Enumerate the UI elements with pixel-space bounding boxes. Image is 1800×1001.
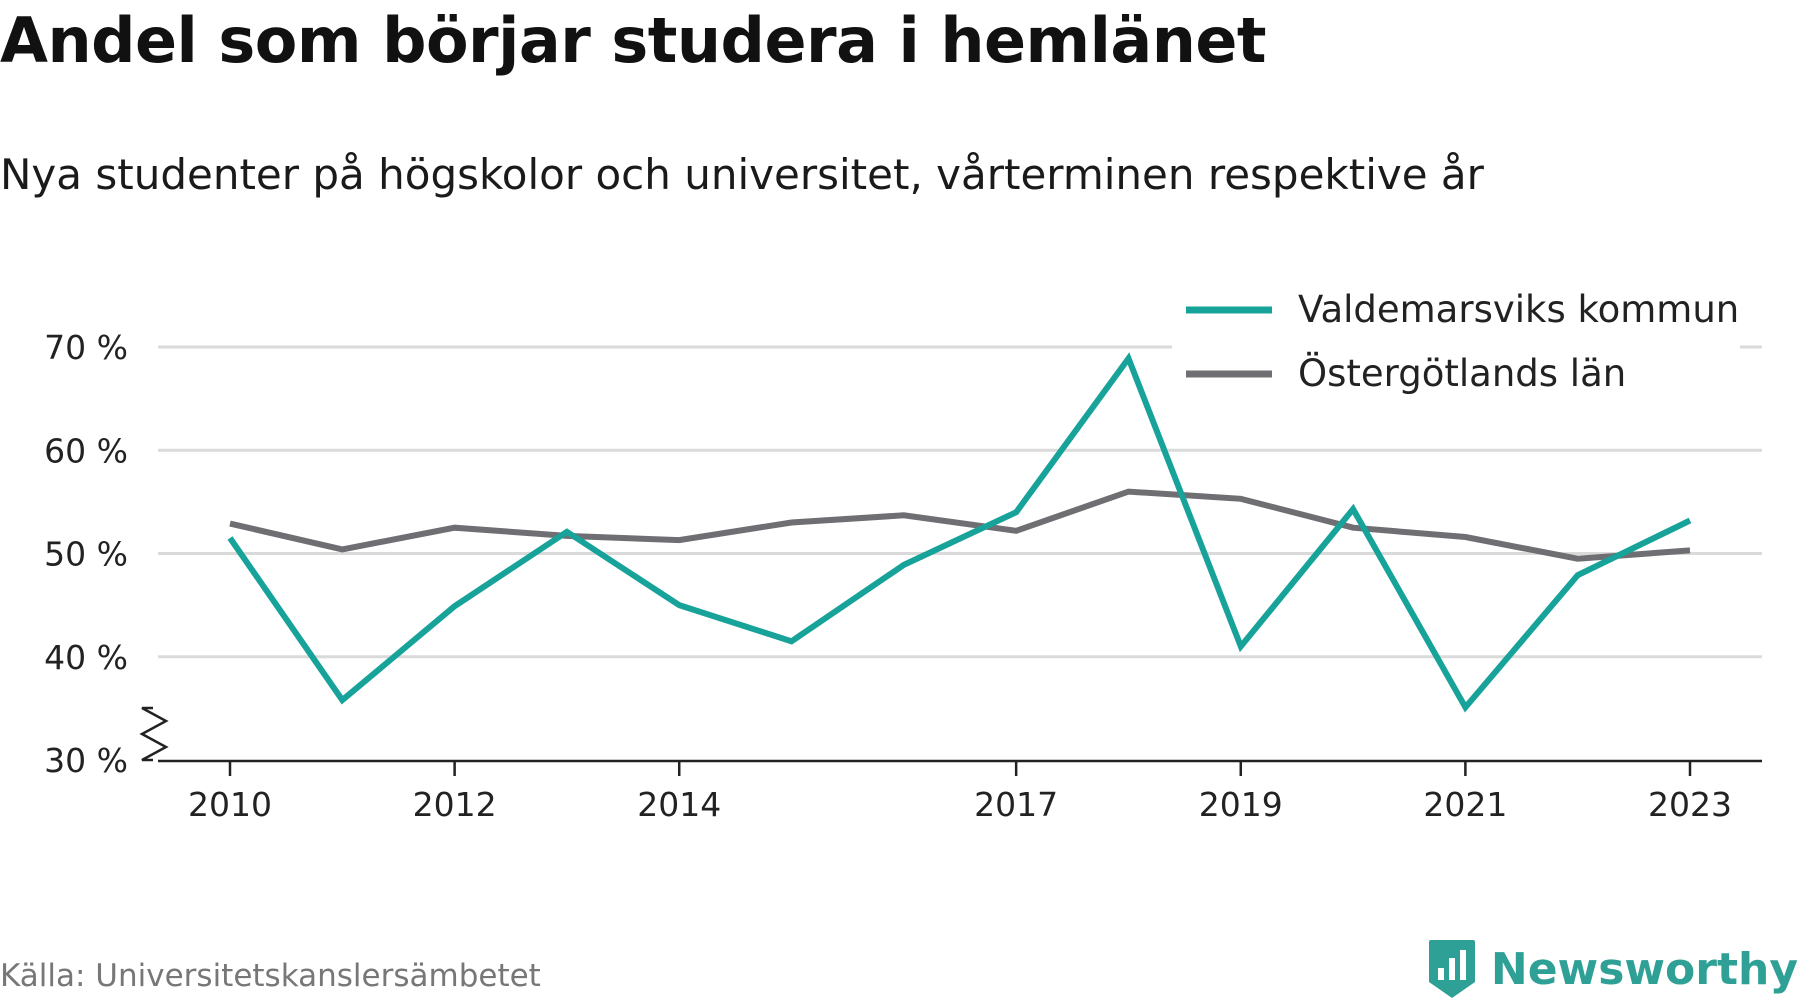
y-tick-label: 70 %	[44, 328, 128, 367]
x-tick-label: 2021	[1423, 785, 1507, 820]
source-note: Källa: Universitetskanslersämbetet	[0, 958, 541, 994]
series-line-1	[229, 488, 1691, 562]
y-tick-label: 50 %	[44, 535, 128, 574]
x-tick-label: 2010	[188, 785, 272, 820]
brand-logo: Newsworthy	[1427, 937, 1798, 1001]
x-tick-label: 2019	[1199, 785, 1283, 820]
line-chart: 30 % 40 % 50 % 60 % 70 % 2010 2012 2014 2017 2019…	[44, 278, 1762, 820]
legend-label-1: Östergötlands län	[1298, 352, 1626, 395]
legend-background	[1172, 278, 1740, 400]
axes: 30 % 40 % 50 % 60 % 70 % 2010 2012 2014 2017 2019…	[44, 328, 1762, 820]
y-tick-label: 60 %	[44, 431, 128, 470]
newsworthy-bar-chart-icon	[1428, 940, 1475, 998]
legend-label-0: Valdemarsviks kommun	[1298, 288, 1739, 331]
y-tick-label: 30 %	[44, 741, 128, 780]
y-tick-label: 40 %	[44, 638, 128, 677]
legend: Valdemarsviks kommun Östergötlands län	[1172, 278, 1740, 400]
chart-title: Andel som börjar studera i hemlänet	[0, 4, 1267, 77]
x-tick-label: 2023	[1648, 785, 1732, 820]
series-line-0	[227, 352, 1692, 713]
y-axis-break-icon	[139, 706, 169, 762]
series-lines	[227, 352, 1692, 713]
x-tick-label: 2012	[413, 785, 497, 820]
x-tick-label: 2014	[637, 785, 721, 820]
brand-name: Newsworthy	[1490, 943, 1798, 995]
chart-subtitle: Nya studenter på högskolor och universit…	[0, 150, 1484, 199]
x-tick-label: 2017	[974, 785, 1058, 820]
